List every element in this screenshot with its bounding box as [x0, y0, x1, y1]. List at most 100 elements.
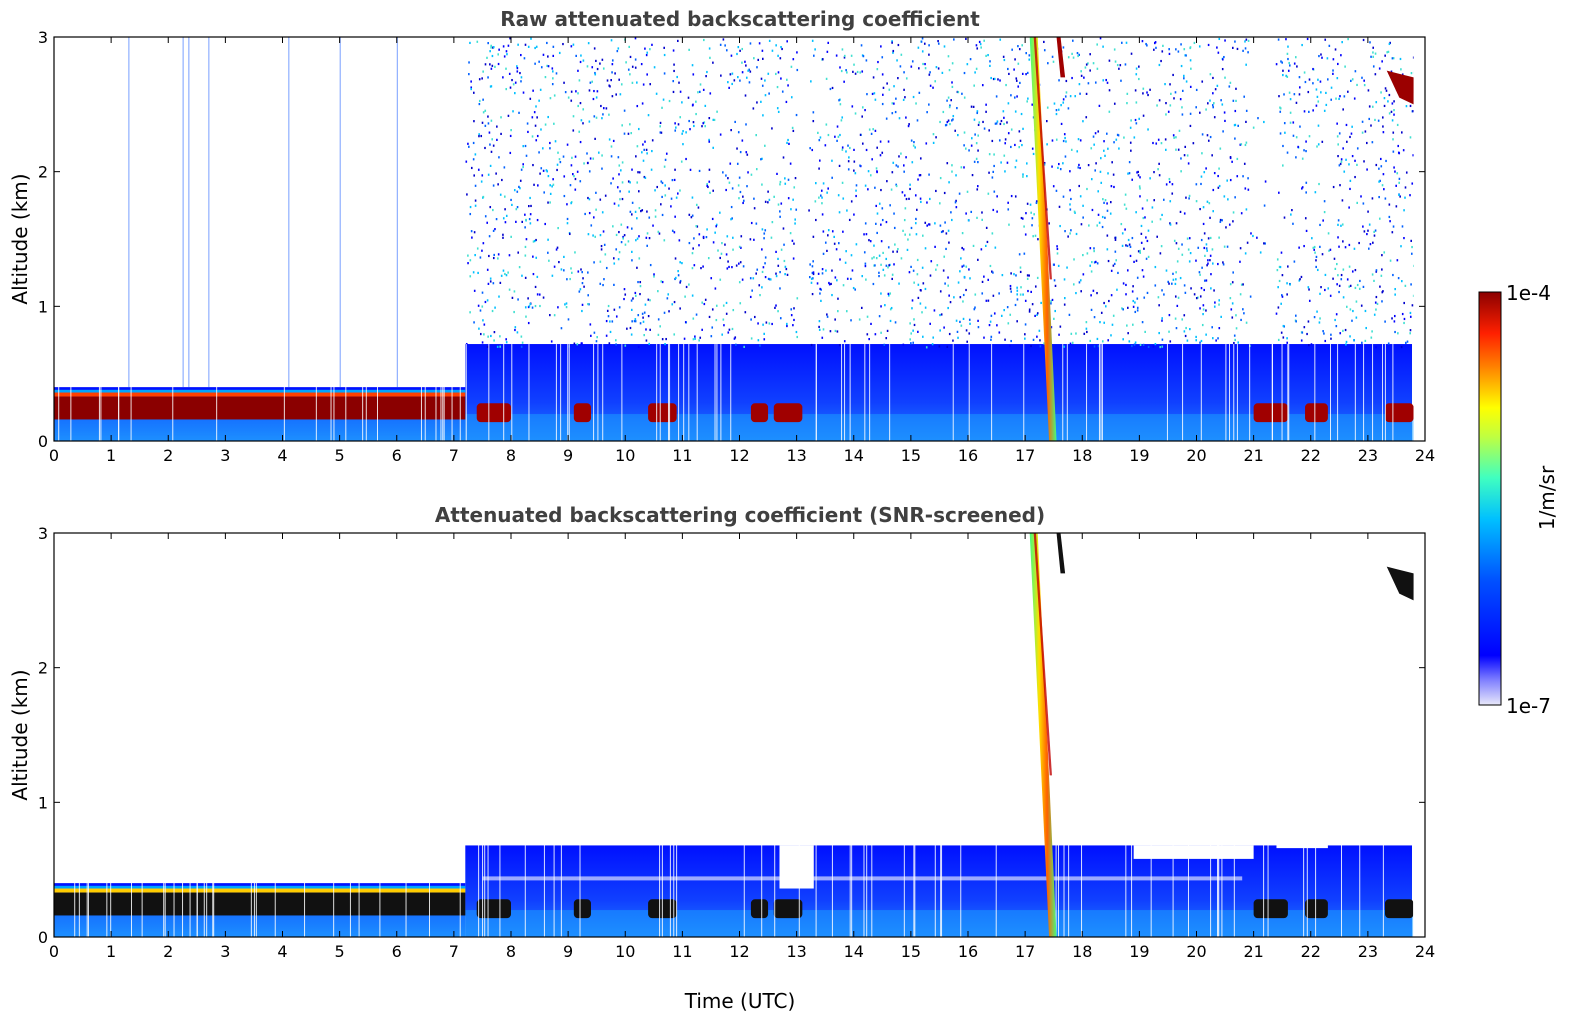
- axes-snr: 0 1 2 3 4 5 6 7 8 9 10 11 12 13 14 15 16 17 18 19 20 21 22 23 24…: [38, 524, 1435, 961]
- x-tick-label: 11: [672, 446, 692, 465]
- panel-raw: Raw attenuated backscattering coefficien…: [8, 7, 1435, 465]
- heatmap-cell-patch: [1305, 899, 1328, 919]
- heatmap-empty: [1413, 533, 1425, 937]
- heatmap-cell-patch: [1385, 899, 1414, 919]
- heatmap-empty: [1413, 37, 1425, 441]
- y-tick-label: 3: [38, 524, 48, 543]
- x-tick-label: 4: [277, 446, 287, 465]
- heatmap-cell-patch: [573, 899, 591, 919]
- x-tick-label: 6: [392, 446, 402, 465]
- heatmap-cell-boundary-edge: [54, 392, 466, 397]
- axes-raw: 0 1 2 3 4 5 6 7 8 9 10 11 12 13 14 15 16 17 18 19 20 21 22 23 24…: [38, 28, 1435, 465]
- heatmap-cell-patch: [1253, 899, 1288, 919]
- x-tick-label: 0: [49, 446, 59, 465]
- x-tick-label: 12: [729, 446, 749, 465]
- chart-title-snr: Attenuated backscattering coefficient (S…: [435, 503, 1045, 527]
- x-tick-label: 20: [1186, 942, 1206, 961]
- plot-area-raw: [54, 37, 1425, 441]
- x-tick-label: 21: [1243, 942, 1263, 961]
- heatmap-cell-patch: [1253, 403, 1288, 423]
- x-tick-label: 11: [672, 942, 692, 961]
- heatmap-cell-patch: [573, 403, 591, 423]
- heatmap-cell-patch: [1385, 403, 1414, 423]
- y-axis-label-snr: Altitude (km): [8, 669, 32, 800]
- heatmap-cell-boundary-edge: [54, 888, 466, 893]
- x-tick-label: 5: [335, 446, 345, 465]
- x-tick-label: 7: [449, 942, 459, 961]
- panel-snr-screened: Attenuated backscattering coefficient (S…: [8, 503, 1435, 1013]
- heatmap-cell-patch: [773, 403, 803, 423]
- upper-cloud: [1386, 70, 1414, 105]
- colorbar-gradient: [1478, 291, 1502, 706]
- x-tick-label: 6: [392, 942, 402, 961]
- fallstreak: [1056, 37, 1066, 78]
- x-tick-label: 14: [844, 942, 864, 961]
- x-tick-label: 18: [1072, 446, 1092, 465]
- x-tick-label: 3: [220, 446, 230, 465]
- heatmap-cell-patch: [773, 899, 803, 919]
- colorbar-max-label: 1e-4: [1506, 281, 1551, 305]
- x-tick-label: 15: [901, 942, 921, 961]
- precipitation-streak: [1029, 37, 1057, 441]
- heatmap-data-gaps: [58, 344, 1394, 441]
- heatmap-cell-boundary-layer: [54, 396, 466, 420]
- x-tick-label: 5: [335, 942, 345, 961]
- x-tick-label: 1: [106, 942, 116, 961]
- x-tick-label: 17: [1015, 446, 1035, 465]
- x-tick-label: 23: [1358, 446, 1378, 465]
- x-tick-label: 0: [49, 942, 59, 961]
- colorbar-unit-label: 1/m/sr: [1535, 465, 1559, 530]
- heatmap-data-gaps: [74, 840, 1415, 937]
- x-tick-label: 10: [615, 446, 635, 465]
- x-tick-label: 16: [958, 446, 978, 465]
- x-tick-label: 3: [220, 942, 230, 961]
- x-tick-label: 1: [106, 446, 116, 465]
- x-tick-label: 15: [901, 446, 921, 465]
- chart-title-raw: Raw attenuated backscattering coefficien…: [500, 7, 980, 31]
- x-tick-label: 2: [163, 446, 173, 465]
- heatmap-cell-patch: [648, 403, 677, 423]
- x-tick-label: 22: [1301, 446, 1321, 465]
- x-tick-label: 19: [1129, 942, 1149, 961]
- precipitation-streak: [1029, 533, 1057, 937]
- colorbar-min-label: 1e-7: [1506, 694, 1551, 718]
- x-tick-label: 9: [563, 942, 573, 961]
- x-tick-label: 8: [506, 446, 516, 465]
- y-tick-label: 2: [38, 659, 48, 678]
- x-tick-label: 19: [1129, 446, 1149, 465]
- x-tick-label: 13: [786, 446, 806, 465]
- upper-cloud: [1386, 566, 1414, 601]
- x-tick-label: 18: [1072, 942, 1092, 961]
- x-tick-label: 24: [1415, 942, 1435, 961]
- x-tick-label: 17: [1015, 942, 1035, 961]
- x-tick-label: 8: [506, 942, 516, 961]
- x-tick-label: 23: [1358, 942, 1378, 961]
- x-tick-label: 14: [844, 446, 864, 465]
- y-tick-label: 2: [38, 163, 48, 182]
- heatmap-cell-patch: [750, 899, 769, 919]
- x-tick-label: 7: [449, 446, 459, 465]
- heatmap-screened-gaps: [482, 822, 1414, 889]
- x-tick-label: 13: [786, 942, 806, 961]
- y-tick-label: 1: [38, 793, 48, 812]
- precipitation-core: [1033, 533, 1052, 776]
- x-tick-label: 24: [1415, 446, 1435, 465]
- precipitation-core: [1033, 37, 1052, 280]
- plot-area-snr: [54, 533, 1425, 937]
- y-tick-label: 3: [38, 28, 48, 47]
- heatmap-cell-boundary-layer: [54, 892, 466, 916]
- y-tick-label: 1: [38, 297, 48, 316]
- x-tick-label: 2: [163, 942, 173, 961]
- y-tick-label: 0: [38, 928, 48, 947]
- x-axis-label: Time (UTC): [684, 989, 796, 1013]
- x-tick-label: 20: [1186, 446, 1206, 465]
- heatmap-cell-patch: [1305, 403, 1328, 423]
- x-tick-label: 21: [1243, 446, 1263, 465]
- heatmap-cell-patch: [750, 403, 769, 423]
- heatmap-noise: [128, 37, 1416, 388]
- y-axis-label-raw: Altitude (km): [8, 173, 32, 304]
- x-tick-label: 10: [615, 942, 635, 961]
- x-tick-label: 16: [958, 942, 978, 961]
- x-tick-label: 4: [277, 942, 287, 961]
